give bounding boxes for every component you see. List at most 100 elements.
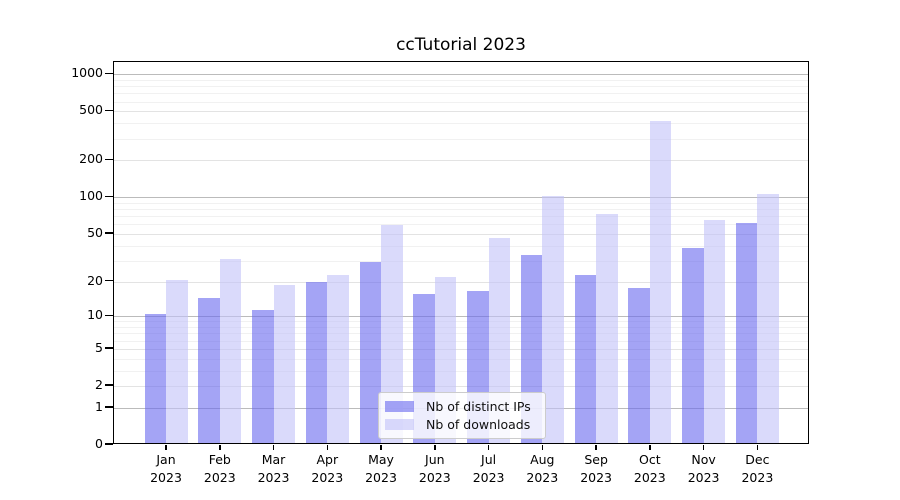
x-tick-label-month: May — [368, 452, 394, 467]
bar-distinct-ips — [628, 287, 650, 443]
x-tick-label: May 2023 — [349, 451, 413, 486]
bar-downloads — [381, 225, 403, 443]
y-tick — [105, 232, 113, 234]
y-tick — [105, 443, 113, 445]
x-tick-label-year: 2023 — [687, 469, 720, 485]
x-tick — [219, 445, 221, 450]
gridline — [114, 327, 808, 329]
bar-distinct-ips — [305, 282, 328, 443]
y-tick-label: 200 — [79, 151, 103, 167]
y-tick — [105, 195, 113, 198]
gridline — [114, 386, 808, 387]
legend-label-distinct-ips: Nb of distinct IPs — [426, 398, 531, 414]
x-tick — [595, 445, 597, 450]
gridline — [114, 245, 808, 247]
bar-distinct-ips — [735, 223, 758, 443]
bar-downloads — [327, 274, 349, 443]
bar-downloads — [757, 194, 779, 443]
y-tick-label: 1000 — [71, 65, 103, 81]
y-tick-label: 10 — [87, 307, 103, 323]
bar-downloads — [542, 196, 564, 443]
x-tick-label: Jan 2023 — [134, 451, 198, 486]
x-tick-label-month: Nov — [691, 452, 716, 467]
x-tick-label-year: 2023 — [418, 469, 451, 485]
y-tick — [105, 109, 113, 112]
gridline — [114, 281, 808, 283]
x-tick-label-month: Jan — [156, 452, 176, 467]
x-tick-label-year: 2023 — [580, 469, 612, 485]
gridline — [114, 260, 808, 262]
x-tick-label-year: 2023 — [741, 469, 774, 485]
gridline — [114, 224, 808, 226]
bar-downloads — [219, 258, 242, 443]
gridline — [114, 316, 808, 318]
bar-downloads — [166, 279, 188, 443]
gridline — [114, 138, 808, 140]
gridline — [114, 321, 808, 323]
x-tick-label: Aug 2023 — [510, 451, 574, 486]
gridline — [114, 234, 808, 235]
legend-swatch-distinct-ips — [385, 400, 414, 412]
y-tick-label: 5 — [95, 339, 103, 355]
x-tick — [272, 445, 275, 450]
x-tick-label: Dec 2023 — [725, 451, 789, 486]
bar-distinct-ips — [682, 247, 704, 443]
gridline — [114, 216, 808, 218]
x-tick-label-month: Mar — [261, 452, 286, 467]
x-tick-label: Oct 2023 — [618, 451, 682, 486]
gridline — [114, 86, 808, 88]
x-tick-label-year: 2023 — [203, 469, 236, 485]
x-tick-label-month: Jun — [425, 452, 445, 467]
x-tick — [541, 445, 544, 450]
x-tick — [326, 445, 328, 450]
x-tick — [702, 445, 705, 450]
gridlines-layer — [114, 62, 808, 443]
gridline — [114, 340, 808, 342]
x-tick-label: Sep 2023 — [564, 451, 628, 486]
bar-downloads — [273, 285, 295, 443]
x-tick-label-year: 2023 — [472, 469, 505, 485]
x-tick-label: Mar 2023 — [242, 451, 306, 486]
plot-area: Nb of distinct IPs Nb of downloads — [113, 61, 809, 444]
x-tick-label-month: Jul — [481, 452, 497, 467]
bars-layer — [114, 62, 808, 443]
x-tick — [756, 445, 759, 450]
y-tick-label: 0 — [95, 436, 103, 451]
legend-swatch-downloads — [385, 419, 414, 431]
gridline — [114, 101, 808, 103]
gridline — [114, 111, 808, 113]
x-tick-label-year: 2023 — [365, 469, 397, 485]
x-tick-label: Jun 2023 — [403, 451, 467, 486]
x-tick-label-month: Apr — [316, 452, 339, 467]
gridline — [114, 333, 808, 335]
x-tick-label-month: Feb — [208, 452, 231, 467]
x-tick — [649, 445, 651, 450]
y-tick — [105, 279, 113, 282]
x-tick-label-year: 2023 — [150, 469, 182, 485]
x-tick-label: Feb 2023 — [188, 451, 252, 486]
x-tick-label-year: 2023 — [257, 469, 290, 485]
legend-label-downloads: Nb of downloads — [426, 417, 531, 433]
gridline — [114, 160, 808, 162]
y-tick-label: 500 — [79, 102, 103, 118]
gridline — [114, 370, 808, 372]
bar-downloads — [488, 237, 511, 443]
x-tick — [434, 445, 436, 450]
gridline — [114, 358, 808, 360]
y-tick — [105, 384, 113, 386]
y-tick-label: 50 — [87, 225, 103, 240]
y-tick-label: 100 — [79, 188, 103, 204]
x-tick-label-month: Dec — [745, 452, 770, 467]
gridline — [114, 79, 808, 81]
bar-distinct-ips — [574, 274, 597, 443]
y-tick-label: 2 — [95, 377, 103, 392]
y-tick — [105, 314, 113, 317]
bar-downloads — [649, 121, 672, 443]
gridline — [114, 209, 808, 211]
y-tick-label: 20 — [87, 272, 103, 288]
y-tick — [105, 406, 113, 408]
bar-distinct-ips — [198, 297, 220, 443]
gridline — [114, 348, 808, 350]
gridline — [114, 74, 808, 76]
y-tick-label: 1 — [95, 398, 103, 414]
